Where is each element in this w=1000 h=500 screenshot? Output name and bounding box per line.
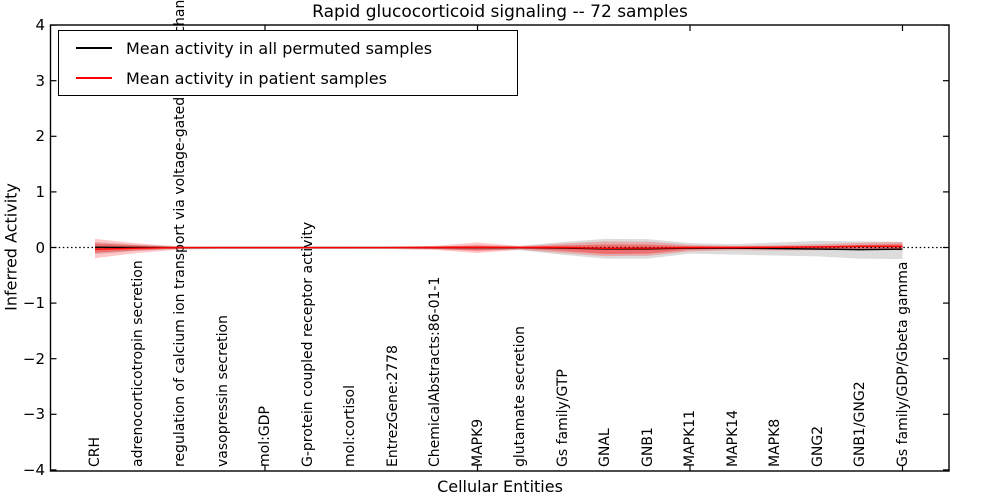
entity-label: Gs family/GDP/Gbeta gamma <box>894 261 911 468</box>
patient-confidence-band-outer <box>95 238 903 259</box>
entity-label: mol:GDP <box>257 406 273 467</box>
y-tick-label: 1 <box>35 182 45 201</box>
entity-label: GNB1/GNG2 <box>852 381 868 467</box>
entity-label: EntrezGene:2778 <box>384 345 401 467</box>
patient-mean-line <box>94 245 903 250</box>
entity-label: GNB1 <box>639 427 656 467</box>
legend-line-swatch-permuted <box>76 47 112 49</box>
legend: Mean activity in all permuted samples Me… <box>58 30 518 96</box>
entity-label: mol:cortisol <box>342 385 358 467</box>
permuted-confidence-band <box>95 238 903 260</box>
y-tick-label: 4 <box>35 16 45 35</box>
y-tick-label: 0 <box>35 238 45 257</box>
entity-label: ChemicalAbstracts:86-01-1 <box>427 276 443 467</box>
y-tick-label: −3 <box>22 405 45 424</box>
entity-label: Gs family/GTP <box>554 369 571 467</box>
entity-label: GNG2 <box>809 425 826 467</box>
x-axis-label: Cellular Entities <box>437 477 563 496</box>
entity-label: MAPK11 <box>682 409 698 467</box>
legend-item-label: Mean activity in patient samples <box>126 68 387 88</box>
legend-line-swatch-patient <box>76 77 112 79</box>
y-tick-label: −4 <box>22 460 45 479</box>
entity-label: GNAL <box>597 428 613 467</box>
legend-item-label: Mean activity in all permuted samples <box>126 38 433 58</box>
entity-label: CRH <box>87 436 103 467</box>
entity-label: vasopressin secretion <box>214 315 231 467</box>
permuted-mean-line <box>94 246 903 251</box>
patient-confidence-band-inner <box>95 243 903 255</box>
entity-label: G-protein coupled receptor activity <box>299 221 316 467</box>
y-tick-label: −2 <box>22 349 45 368</box>
entity-label: MAPK8 <box>767 418 783 467</box>
y-tick-label: −1 <box>22 294 45 313</box>
entity-label: adrenocorticotropin secretion <box>129 260 146 467</box>
entity-label: glutamate secretion <box>512 326 528 467</box>
legend-item-patient: Mean activity in patient samples <box>59 66 517 90</box>
entity-label: MAPK14 <box>724 409 741 467</box>
entity-label: MAPK9 <box>469 418 486 467</box>
legend-item-permuted: Mean activity in all permuted samples <box>59 36 517 60</box>
y-tick-label: 2 <box>35 127 45 146</box>
chart-title: Rapid glucocorticoid signaling -- 72 sam… <box>312 2 688 22</box>
y-tick-label: 3 <box>35 71 45 90</box>
